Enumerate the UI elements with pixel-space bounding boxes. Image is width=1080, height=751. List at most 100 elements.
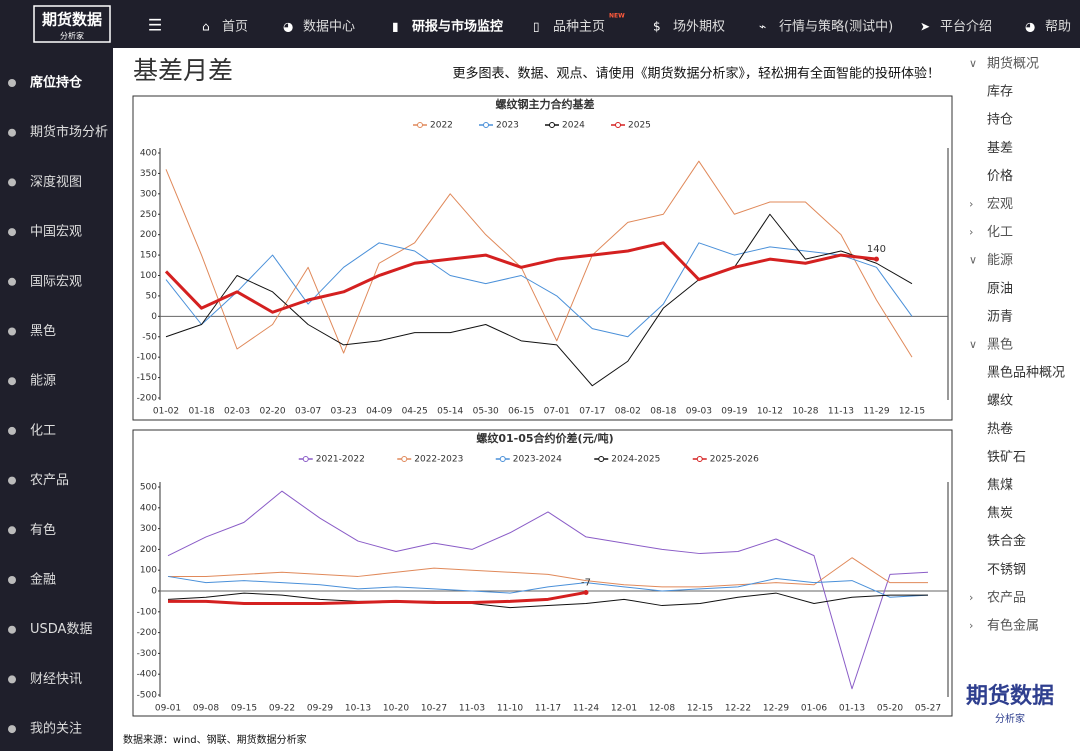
nav-icon[interactable]: ➤	[920, 20, 930, 34]
sidebar-icon	[8, 725, 16, 734]
y-tick-label: 0	[151, 587, 157, 597]
menu-item[interactable]: 期货概况	[987, 56, 1039, 72]
menu-item[interactable]: 沥青	[987, 309, 1013, 324]
menu-item[interactable]: 宏观	[987, 197, 1013, 212]
chart-title: 螺纹01-05合约价差(元/吨)	[476, 431, 613, 445]
menu-item[interactable]: 螺纹	[987, 394, 1013, 409]
nav-icon[interactable]: ▮	[392, 20, 399, 34]
y-tick-label: 250	[140, 210, 157, 220]
legend-label[interactable]: 2023	[496, 121, 519, 131]
sidebar-item[interactable]: 农产品	[30, 473, 69, 488]
legend-marker	[417, 122, 423, 128]
sidebar-item[interactable]: 深度视图	[30, 174, 82, 190]
x-tick-label: 03-23	[331, 407, 357, 417]
logo-subtitle: 分析家	[60, 31, 84, 41]
menu-arrow: ∨	[969, 57, 977, 70]
menu-item[interactable]: 不锈钢	[987, 562, 1026, 577]
nav-item[interactable]: 帮助	[1045, 20, 1071, 35]
nav-item[interactable]: 行情与策略(测试中)	[779, 19, 893, 35]
y-tick-label: 0	[151, 312, 157, 322]
legend-label[interactable]: 2021-2022	[316, 455, 365, 465]
y-tick-label: 300	[140, 189, 157, 199]
nav-item[interactable]: 平台介绍	[940, 20, 992, 35]
sidebar-item[interactable]: 期货市场分析	[30, 124, 108, 140]
menu-arrow: ›	[969, 619, 973, 632]
menu-icon[interactable]: ☰	[148, 16, 162, 35]
menu-item[interactable]: 化工	[987, 225, 1013, 240]
menu-item[interactable]: 原油	[987, 281, 1013, 296]
sidebar-icon	[8, 426, 16, 435]
x-tick-label: 04-09	[366, 407, 392, 417]
nav-item[interactable]: 品种主页	[553, 20, 605, 35]
sidebar-item[interactable]: 中国宏观	[30, 225, 82, 240]
nav-icon[interactable]: ⌁	[759, 20, 766, 34]
menu-item[interactable]: 焦煤	[987, 478, 1013, 493]
sidebar-item[interactable]: 黑色	[30, 323, 56, 339]
sidebar-icon	[8, 476, 16, 485]
last-point	[873, 256, 879, 262]
legend-label[interactable]: 2024	[562, 121, 585, 131]
series-line	[167, 490, 929, 690]
nav-item[interactable]: 场外期权	[673, 19, 725, 35]
y-tick-label: 200	[140, 230, 157, 240]
menu-item[interactable]: 铁合金	[987, 533, 1026, 549]
y-tick-label: 150	[140, 251, 157, 261]
nav-item[interactable]: 数据中心	[303, 20, 355, 35]
legend-label[interactable]: 2025-2026	[710, 455, 759, 465]
menu-item[interactable]: 黑色	[987, 337, 1013, 353]
x-tick-label: 12-22	[725, 704, 751, 714]
nav-item[interactable]: 研报与市场监控	[412, 19, 503, 35]
sidebar-item[interactable]: USDA数据	[30, 622, 92, 637]
y-tick-label: -200	[137, 394, 158, 404]
nav-icon[interactable]: ⌂	[202, 20, 210, 34]
y-tick-label: 500	[140, 483, 157, 493]
menu-item[interactable]: 能源	[987, 253, 1013, 268]
x-tick-label: 05-14	[437, 407, 463, 417]
nav-icon[interactable]: ◕	[1025, 20, 1036, 34]
legend-marker	[483, 122, 489, 128]
sidebar-item[interactable]: 财经快讯	[30, 672, 82, 687]
nav-item[interactable]: 首页	[222, 20, 248, 35]
menu-item[interactable]: 铁矿石	[987, 450, 1026, 465]
menu-item[interactable]: 基差	[987, 141, 1013, 156]
series-line	[164, 241, 877, 314]
sidebar-item[interactable]: 我的关注	[30, 721, 82, 737]
sidebar-icon	[8, 625, 16, 634]
menu-item[interactable]: 焦炭	[987, 506, 1013, 521]
sidebar-item[interactable]: 化工	[30, 423, 56, 438]
x-tick-label: 09-19	[721, 407, 747, 417]
menu-item[interactable]: 有色金属	[987, 618, 1039, 634]
x-tick-label: 04-25	[402, 407, 428, 417]
legend-label[interactable]: 2022-2023	[414, 455, 463, 465]
x-tick-label: 08-18	[650, 407, 676, 417]
sidebar-item[interactable]: 能源	[30, 374, 56, 389]
menu-item[interactable]: 黑色品种概况	[987, 365, 1065, 381]
nav-icon[interactable]: ◕	[283, 20, 294, 34]
menu-item[interactable]: 热卷	[987, 421, 1013, 437]
x-tick-label: 09-15	[231, 704, 257, 714]
sidebar-item[interactable]: 金融	[30, 572, 56, 588]
nav-icon[interactable]: $	[653, 20, 661, 34]
y-tick-label: 100	[140, 566, 157, 576]
x-tick-label: 05-27	[915, 704, 941, 714]
menu-item[interactable]: 农产品	[987, 590, 1026, 605]
legend-label[interactable]: 2024-2025	[611, 455, 660, 465]
sidebar-item[interactable]: 国际宏观	[30, 274, 82, 289]
nav-icon[interactable]: ▯	[533, 20, 540, 34]
legend-label[interactable]: 2023-2024	[513, 455, 562, 465]
page-title: 基差月差	[133, 56, 233, 85]
menu-item[interactable]: 库存	[987, 84, 1013, 100]
y-tick-label: -100	[137, 353, 158, 363]
sidebar	[0, 48, 113, 751]
y-tick-label: -50	[142, 332, 157, 342]
sidebar-item[interactable]: 有色	[30, 522, 56, 538]
sidebar-icon	[8, 228, 16, 237]
legend-label[interactable]: 2025	[628, 121, 651, 131]
menu-item[interactable]: 价格	[987, 168, 1013, 184]
sidebar-item[interactable]: 席位持仓	[30, 75, 83, 91]
menu-item[interactable]: 持仓	[987, 113, 1013, 128]
legend-label[interactable]: 2022	[430, 121, 453, 131]
x-tick-label: 11-29	[863, 407, 889, 417]
y-tick-label: -500	[137, 691, 158, 701]
